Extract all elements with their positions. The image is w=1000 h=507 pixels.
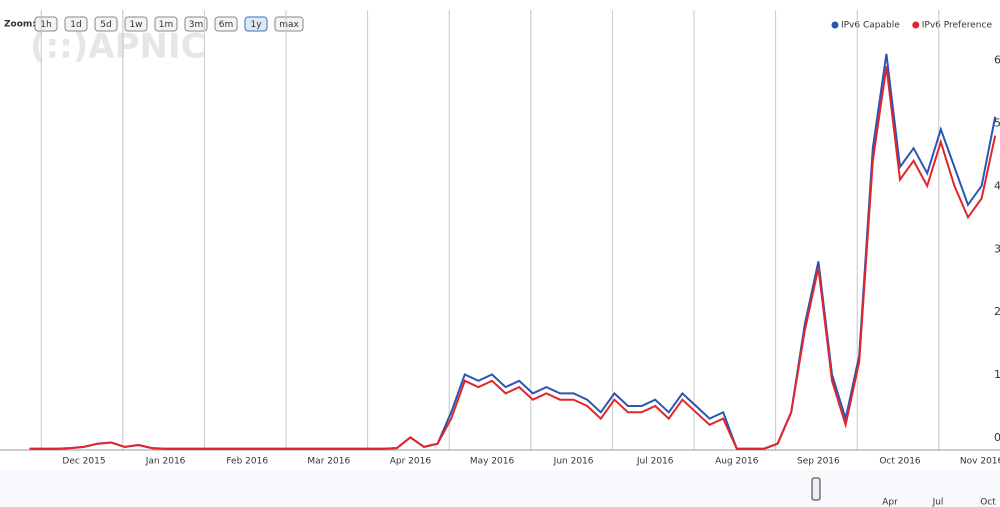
zoom-button-label: 3m bbox=[189, 20, 204, 30]
zoom-button[interactable]: 1w bbox=[124, 16, 148, 32]
zoom-button-box bbox=[274, 16, 304, 32]
zoom-button[interactable]: max bbox=[274, 16, 304, 32]
zoom-button-box bbox=[94, 16, 118, 32]
x-tick-label: Jan 2016 bbox=[145, 457, 186, 467]
zoom-button-label: 1y bbox=[250, 20, 262, 30]
x-tick-label: Apr 2016 bbox=[390, 457, 432, 467]
zoom-button[interactable]: 5d bbox=[94, 16, 118, 32]
zoom-button-label: 6m bbox=[219, 20, 234, 30]
x-tick-label: Jun 2016 bbox=[553, 457, 594, 467]
y-tick-label: 2 bbox=[994, 305, 1000, 318]
x-tick-label: Aug 2016 bbox=[715, 457, 759, 467]
zoom-button-label: 1w bbox=[129, 20, 142, 30]
zoom-button-box bbox=[154, 16, 178, 32]
x-tick-label: Nov 2016 bbox=[960, 457, 1000, 467]
zoom-button[interactable]: 1d bbox=[64, 16, 88, 32]
legend-marker bbox=[831, 21, 839, 29]
legend-label: IPv6 Preference bbox=[922, 21, 993, 31]
zoom-button-label: max bbox=[279, 20, 299, 30]
zoom-button-box bbox=[244, 16, 268, 32]
zoom-button[interactable]: 3m bbox=[184, 16, 208, 32]
x-tick-label: Dec 2015 bbox=[62, 457, 105, 467]
zoom-button[interactable]: 1m bbox=[154, 16, 178, 32]
zoom-button-label: 1d bbox=[70, 20, 81, 30]
zoom-button-label: 1h bbox=[40, 20, 51, 30]
zoom-button-box bbox=[124, 16, 148, 32]
zoom-button-box bbox=[184, 16, 208, 32]
zoom-button[interactable]: 1y bbox=[244, 16, 268, 32]
zoom-button[interactable]: 6m bbox=[214, 16, 238, 32]
zoom-button-box bbox=[34, 16, 58, 32]
watermark: (::)APNIC bbox=[30, 27, 206, 67]
x-tick-label: Jul 2016 bbox=[636, 457, 674, 467]
navigator bbox=[0, 470, 1000, 507]
y-tick-label: 4 bbox=[994, 179, 1000, 192]
x-tick-label: Feb 2016 bbox=[226, 457, 268, 467]
y-tick-label: 6 bbox=[994, 54, 1000, 67]
x-tick-label: Mar 2016 bbox=[307, 457, 350, 467]
navigator-handle[interactable] bbox=[811, 477, 821, 501]
zoom-button-box bbox=[64, 16, 88, 32]
y-tick-label: 3 bbox=[994, 242, 1000, 255]
zoom-label: Zoom: bbox=[4, 20, 36, 30]
legend-marker bbox=[912, 21, 920, 29]
x-tick-label: Sep 2016 bbox=[797, 457, 840, 467]
navigator-label: Jul bbox=[932, 498, 944, 507]
series-line bbox=[29, 66, 997, 450]
y-tick-label: 5 bbox=[994, 117, 1000, 130]
navigator-label: Apr bbox=[882, 498, 898, 507]
x-tick-label: May 2016 bbox=[470, 457, 515, 467]
zoom-button-label: 5d bbox=[100, 20, 111, 30]
zoom-buttons: 1h 1d 5d 1w 1m 3m 6m 1y max bbox=[34, 16, 304, 32]
y-tick-label: 0 bbox=[994, 431, 1000, 444]
legend-label: IPv6 Capable bbox=[841, 21, 900, 31]
zoom-button-label: 1m bbox=[159, 20, 174, 30]
navigator-label: Oct bbox=[980, 498, 996, 507]
zoom-button-box bbox=[214, 16, 238, 32]
zoom-button[interactable]: 1h bbox=[34, 16, 58, 32]
x-tick-label: Oct 2016 bbox=[879, 457, 921, 467]
y-tick-label: 1 bbox=[994, 368, 1000, 381]
